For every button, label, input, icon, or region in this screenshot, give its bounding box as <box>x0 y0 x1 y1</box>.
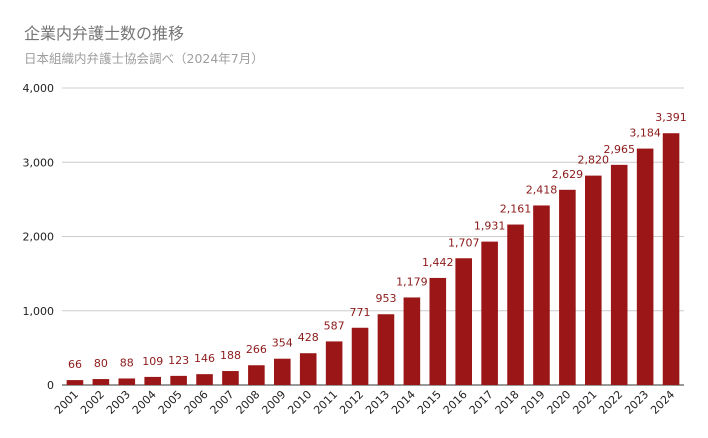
x-axis-ticks: 2001200220032004200520062007200820092010… <box>52 388 677 417</box>
data-label-2015: 1,442 <box>422 256 454 269</box>
x-tick-label-2002: 2002 <box>78 388 107 417</box>
bar-2019 <box>533 205 550 385</box>
data-label-2017: 1,931 <box>474 220 506 233</box>
x-tick-label-2012: 2012 <box>337 388 366 417</box>
x-tick-label-2024: 2024 <box>648 388 677 417</box>
data-label-2016: 1,707 <box>448 236 480 249</box>
x-tick-label-2010: 2010 <box>285 388 314 417</box>
x-tick-label-2020: 2020 <box>545 388 574 417</box>
data-label-2022: 2,965 <box>603 143 635 156</box>
data-label-2019: 2,418 <box>526 183 558 196</box>
bar-2009 <box>273 358 291 385</box>
data-label-2021: 2,820 <box>578 154 610 167</box>
x-tick-label-2016: 2016 <box>441 388 470 417</box>
data-label-2004: 109 <box>142 355 163 368</box>
bar-2010 <box>299 353 317 385</box>
data-label-2001: 66 <box>68 358 82 371</box>
x-tick-label-2003: 2003 <box>104 388 133 417</box>
data-label-2013: 953 <box>375 292 396 305</box>
bars <box>66 133 680 385</box>
data-label-2007: 188 <box>220 349 241 362</box>
data-labels: 66 80 88 109 123 146 188 266 354 428 587 771 9531,17… <box>68 111 687 371</box>
chart-subtitle: 日本組織内弁護士協会調べ（2024年7月） <box>24 51 264 66</box>
bar-2002 <box>92 379 110 385</box>
x-tick-label-2022: 2022 <box>596 388 625 417</box>
bar-2014 <box>403 297 421 385</box>
bar-2005 <box>170 375 187 385</box>
bar-2007 <box>222 371 239 385</box>
bar-2013 <box>377 314 395 385</box>
bar-2006 <box>196 374 213 385</box>
bar-2001 <box>66 380 84 385</box>
x-tick-label-2018: 2018 <box>493 388 522 417</box>
x-tick-label-2009: 2009 <box>259 388 288 417</box>
data-label-2018: 2,161 <box>500 203 532 216</box>
bar-2024 <box>662 133 680 385</box>
y-tick-label: 1,000 <box>23 305 55 318</box>
x-tick-label-2015: 2015 <box>415 388 444 417</box>
data-label-2012: 771 <box>350 306 371 319</box>
bar-2011 <box>325 341 343 385</box>
data-label-2024: 3,391 <box>655 111 687 124</box>
data-label-2011: 587 <box>324 319 345 332</box>
data-label-2009: 354 <box>272 337 293 350</box>
y-tick-label: 0 <box>47 379 54 392</box>
y-axis-ticks: 0 1,000 2,000 3,000 4,000 <box>23 82 55 392</box>
data-label-2010: 428 <box>298 331 319 344</box>
x-tick-label-2023: 2023 <box>622 388 651 417</box>
x-tick-label-2014: 2014 <box>389 388 418 417</box>
chart-title: 企業内弁護士数の推移 <box>24 24 185 43</box>
bar-2023 <box>636 148 654 385</box>
data-label-2003: 88 <box>120 356 134 369</box>
x-tick-label-2013: 2013 <box>363 388 392 417</box>
x-tick-label-2001: 2001 <box>52 388 81 417</box>
bar-2022 <box>610 164 628 385</box>
bar-2016 <box>455 258 473 385</box>
x-tick-label-2011: 2011 <box>311 388 340 417</box>
data-label-2020: 2,629 <box>552 168 584 181</box>
bar-2012 <box>351 327 369 385</box>
bar-2004 <box>144 376 162 385</box>
bar-2015 <box>429 277 447 385</box>
data-label-2005: 123 <box>168 354 189 367</box>
x-tick-label-2005: 2005 <box>156 388 185 417</box>
bar-2020 <box>559 189 576 385</box>
x-tick-label-2017: 2017 <box>467 388 496 417</box>
bar-2017 <box>481 241 498 385</box>
y-tick-label: 3,000 <box>23 156 55 169</box>
data-label-2014: 1,179 <box>396 275 428 288</box>
data-label-2023: 3,184 <box>629 127 661 140</box>
x-tick-label-2021: 2021 <box>570 388 599 417</box>
gridlines <box>62 87 684 386</box>
data-label-2002: 80 <box>94 357 108 370</box>
x-tick-label-2008: 2008 <box>234 388 263 417</box>
y-tick-label: 4,000 <box>23 82 55 95</box>
bar-2003 <box>118 378 136 385</box>
x-tick-label-2004: 2004 <box>130 388 159 417</box>
bar-2021 <box>584 175 602 385</box>
data-label-2008: 266 <box>246 343 267 356</box>
bar-2018 <box>507 224 524 385</box>
x-tick-label-2006: 2006 <box>182 388 211 417</box>
data-label-2006: 146 <box>194 352 215 365</box>
x-tick-label-2007: 2007 <box>208 388 237 417</box>
x-tick-label-2019: 2019 <box>519 388 548 417</box>
bar-2008 <box>248 365 265 385</box>
y-tick-label: 2,000 <box>23 231 55 244</box>
